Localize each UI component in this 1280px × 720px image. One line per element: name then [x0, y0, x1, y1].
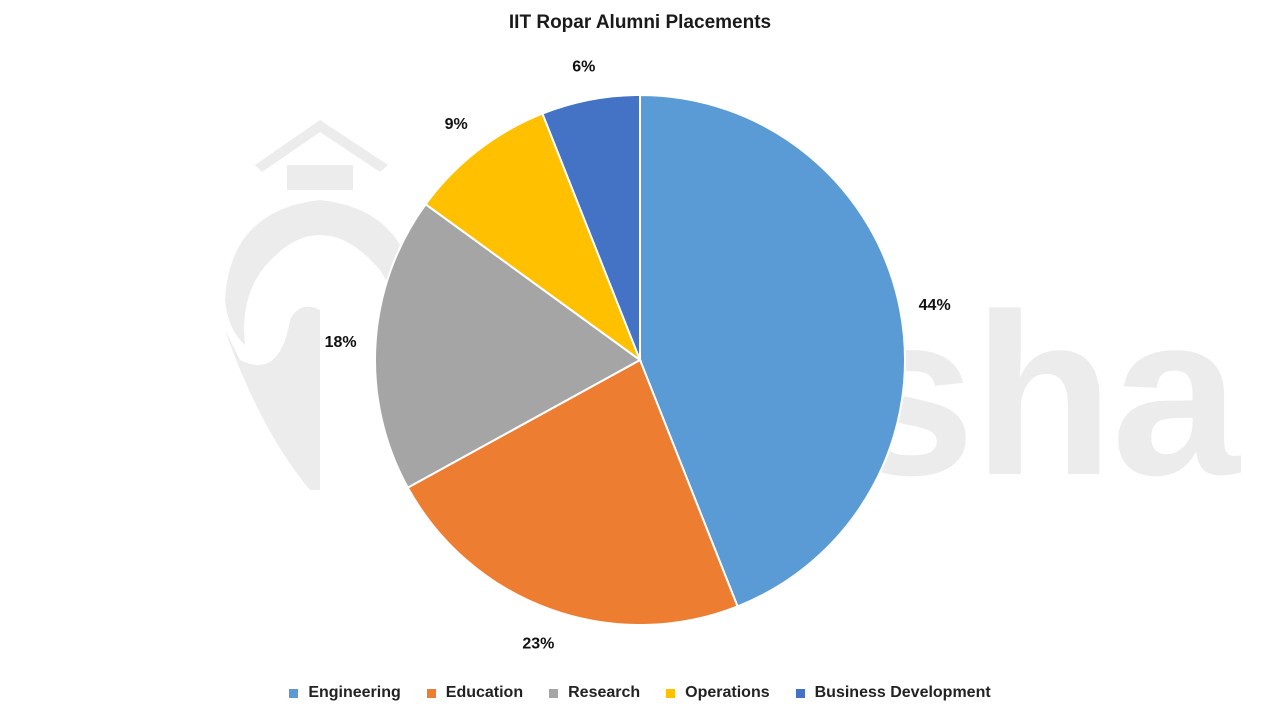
pie-slice-education [406, 358, 739, 626]
chart-title: IIT Ropar Alumni Placements [508, 12, 772, 33]
legend-swatch [666, 688, 676, 698]
pie-slice-operations [424, 112, 643, 363]
legend-item-education: Education [426, 684, 524, 702]
data-label-engineering: 44% [919, 297, 951, 314]
legend-label: Business Development [814, 684, 991, 701]
legend-label: Education [445, 684, 524, 701]
legend-item-engineering: Engineering [289, 684, 401, 702]
legend-item-operations: Operations [666, 684, 770, 702]
data-label-research: 18% [325, 334, 357, 351]
data-label-operations: 9% [445, 116, 468, 133]
legend-swatch [795, 688, 805, 698]
data-label-education: 23% [522, 635, 554, 652]
pie-slice-engineering [639, 93, 906, 608]
data-label-business-development: 6% [572, 58, 595, 75]
pie-slice-research [374, 202, 642, 490]
legend-swatch [426, 688, 436, 698]
pie-data-labels: 44% 23% 18% 9% 6% [325, 58, 951, 652]
legend-label: Research [568, 684, 641, 701]
pie-slices [374, 93, 906, 626]
legend-item-research: Research [549, 684, 640, 702]
legend-item-business-development: Business Development [795, 684, 991, 702]
chart-legend: Engineering Education Research Operations Bu… [0, 684, 1280, 702]
legend-swatch [549, 688, 559, 698]
legend-label: Operations [685, 684, 770, 701]
legend-label: Engineering [308, 684, 401, 701]
pie-slice-business-development [541, 93, 641, 361]
graduation-cap-icon [225, 120, 415, 490]
legend-swatch [289, 688, 299, 698]
